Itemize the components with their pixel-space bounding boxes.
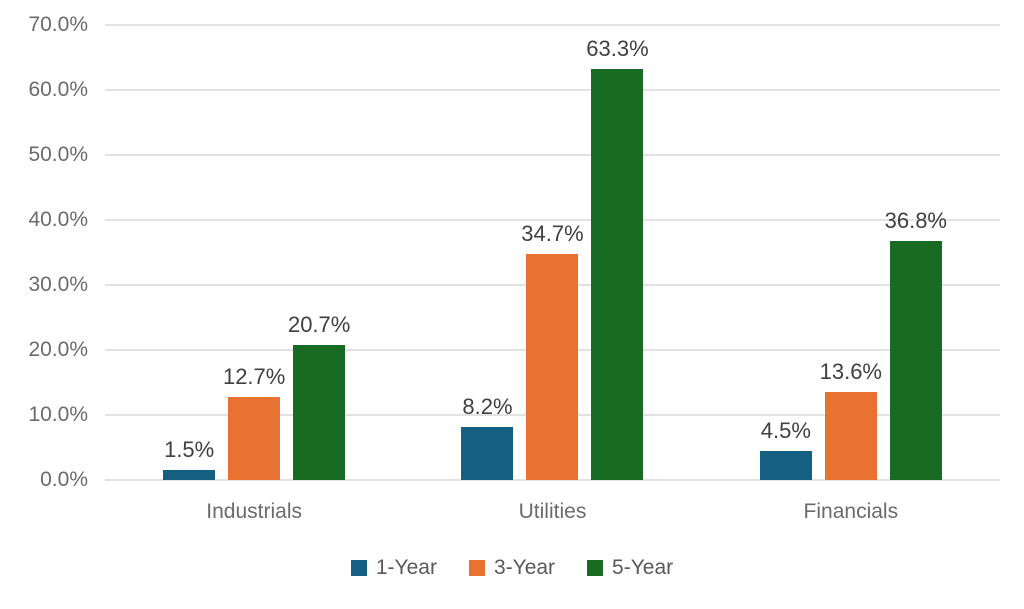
- legend-label: 1-Year: [375, 556, 437, 579]
- data-label: 13.6%: [819, 358, 883, 384]
- bar-5-year-financials: 36.8%: [885, 208, 947, 480]
- y-axis: 0.0% 10.0% 20.0% 30.0% 40.0% 50.0% 60.0% 70.0%: [0, 13, 88, 491]
- gridline: [105, 89, 1000, 91]
- gridline: [105, 154, 1000, 156]
- bar-group-utilities: 8.2% 34.7% 63.3%: [403, 25, 701, 480]
- data-label: 1.5%: [164, 437, 215, 463]
- legend-swatch-icon: [468, 560, 485, 576]
- gridline: [105, 24, 1000, 26]
- bar-3-year-industrials: 12.7%: [223, 364, 285, 480]
- legend-label: 3-Year: [493, 556, 556, 579]
- data-label: 20.7%: [287, 312, 351, 338]
- bar-1-year-financials: 4.5%: [759, 418, 812, 480]
- y-axis-tick-label: 30.0%: [28, 273, 88, 296]
- legend-swatch-icon: [587, 560, 604, 576]
- bar-3-year-utilities: 34.7%: [521, 221, 584, 480]
- bar-group-industrials: 1.5% 12.7% 20.7%: [105, 25, 403, 480]
- y-axis-tick-label: 20.0%: [28, 338, 88, 361]
- y-axis-tick-label: 0.0%: [40, 468, 88, 491]
- data-label: 8.2%: [462, 393, 513, 419]
- bar-groups: 1.5% 12.7% 20.7% 8.2% 34.7% 63.3% 4.5% 13.6% 36.…: [105, 25, 1000, 480]
- bar-group-financials: 4.5% 13.6% 36.8%: [702, 25, 1000, 480]
- y-axis-tick-label: 70.0%: [28, 13, 88, 36]
- bar-5-year-utilities: 63.3%: [586, 36, 649, 480]
- data-label: 36.8%: [884, 207, 948, 233]
- gridline: [105, 479, 1000, 481]
- bar-5-year-industrials: 20.7%: [288, 312, 350, 480]
- x-axis: Industrials Utilities Financials: [105, 500, 1000, 524]
- y-axis-tick-label: 40.0%: [28, 208, 88, 231]
- x-axis-category-label: Utilities: [518, 500, 587, 523]
- gridline: [105, 219, 1000, 221]
- data-label: 4.5%: [760, 417, 811, 443]
- bar-1-year-industrials: 1.5%: [163, 437, 216, 480]
- y-axis-tick-label: 50.0%: [28, 143, 88, 166]
- x-axis-category-label: Financials: [803, 500, 899, 523]
- plot-area: 1.5% 12.7% 20.7% 8.2% 34.7% 63.3% 4.5% 13.6% 36.…: [105, 24, 1000, 481]
- x-axis-category-label: Industrials: [206, 500, 303, 523]
- bar-1-year-utilities: 8.2%: [461, 394, 514, 480]
- legend-label: 5-Year: [612, 556, 674, 579]
- bar-3-year-financials: 13.6%: [820, 359, 882, 480]
- data-label: 12.7%: [222, 364, 286, 390]
- data-label: 63.3%: [586, 35, 649, 61]
- legend-item-3-year: 3-Year: [468, 556, 556, 580]
- y-axis-tick-label: 60.0%: [28, 78, 88, 101]
- legend-item-5-year: 5-Year: [587, 556, 673, 580]
- legend-item-1-year: 1-Year: [350, 556, 437, 580]
- legend-swatch-icon: [350, 560, 367, 576]
- y-axis-tick-label: 10.0%: [28, 403, 88, 426]
- legend: 1-Year 3-Year 5-Year: [0, 556, 1024, 580]
- data-label: 34.7%: [521, 221, 584, 247]
